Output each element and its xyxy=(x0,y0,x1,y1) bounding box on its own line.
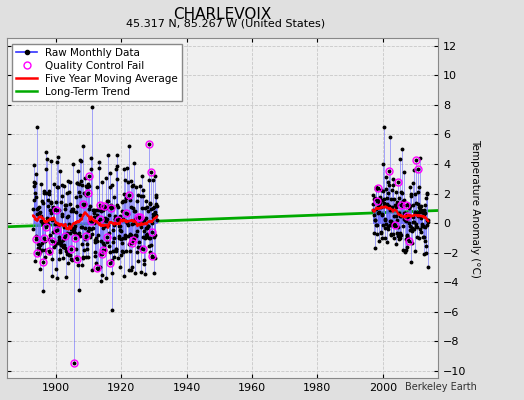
Y-axis label: Temperature Anomaly (°C): Temperature Anomaly (°C) xyxy=(471,139,481,278)
Title: CHARLEVOIX: CHARLEVOIX xyxy=(173,7,272,22)
Text: Berkeley Earth: Berkeley Earth xyxy=(405,382,477,392)
Text: 45.317 N, 85.267 W (United States): 45.317 N, 85.267 W (United States) xyxy=(126,18,325,28)
Legend: Raw Monthly Data, Quality Control Fail, Five Year Moving Average, Long-Term Tren: Raw Monthly Data, Quality Control Fail, … xyxy=(12,44,182,101)
